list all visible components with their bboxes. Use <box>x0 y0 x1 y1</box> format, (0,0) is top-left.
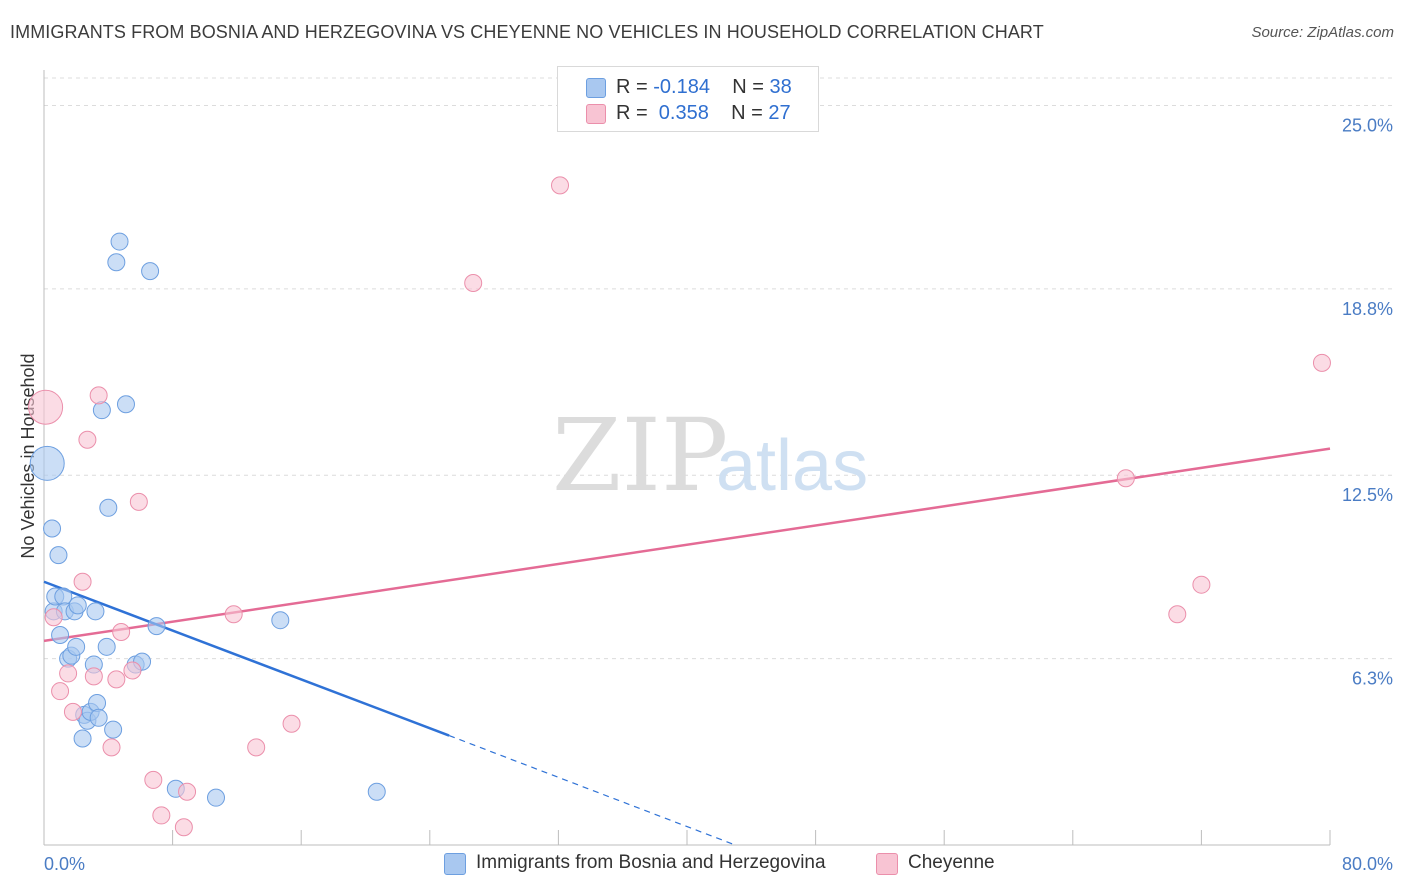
cheyenne-point <box>178 782 197 801</box>
cheyenne-point <box>224 605 243 624</box>
x-tick-label-max: 80.0% <box>1342 854 1393 874</box>
cheyenne-point <box>51 682 70 701</box>
cheyenne-point <box>102 738 121 757</box>
bosnia-point <box>116 395 135 414</box>
legend-row-bosnia: R = -0.184 N = 38 <box>558 75 818 103</box>
bosnia-point <box>43 519 62 538</box>
bosnia-point <box>49 546 68 565</box>
chart-title: IMMIGRANTS FROM BOSNIA AND HERZEGOVINA V… <box>10 22 1044 42</box>
cheyenne-point <box>84 667 103 686</box>
cheyenne-point <box>144 770 163 789</box>
watermark: ZIP atlas <box>552 397 868 514</box>
gridlines <box>44 77 1394 660</box>
bosnia-point <box>92 401 111 420</box>
source-label: Source: ZipAtlas.com <box>1251 24 1394 41</box>
bosnia-point <box>271 611 290 630</box>
cheyenne-point <box>112 623 131 642</box>
bosnia-point <box>147 617 166 636</box>
cheyenne-point <box>73 572 92 591</box>
bosnia-point <box>367 782 386 801</box>
cheyenne-point <box>63 702 82 721</box>
bosnia-trend-extension <box>448 734 736 846</box>
cheyenne-point <box>1168 605 1187 624</box>
legend-swatch-bosnia <box>586 78 606 98</box>
series-bosnia-points <box>29 232 386 807</box>
legend-text-cheyenne: R = 0.358 N = 27 <box>616 102 791 124</box>
legend-row-cheyenne: R = 0.358 N = 27 <box>558 101 818 129</box>
bosnia-point <box>73 729 92 748</box>
cheyenne-point <box>1312 353 1331 372</box>
cheyenne-trend-line <box>43 447 1331 643</box>
cheyenne-point <box>174 818 193 837</box>
bottom-legend-label-bosnia: Immigrants from Bosnia and Herzegovina <box>476 852 826 873</box>
bottom-legend-swatch-bosnia <box>444 853 466 875</box>
series-cheyenne-points <box>28 176 1331 837</box>
bosnia-point <box>68 596 87 615</box>
y-tick-label: 18.8% <box>1342 299 1393 319</box>
watermark-atlas: atlas <box>716 426 868 506</box>
cheyenne-point <box>78 430 97 449</box>
bottom-legend-label-cheyenne: Cheyenne <box>908 852 995 873</box>
trend-lines <box>43 447 1331 846</box>
x-tick-labels: 0.0% 80.0% <box>44 854 1393 874</box>
bosnia-trend-line <box>43 580 450 737</box>
correlation-legend: R = -0.184 N = 38 R = 0.358 N = 27 <box>557 66 819 132</box>
watermark-zip: ZIP <box>552 397 728 514</box>
cheyenne-point <box>1192 575 1211 594</box>
cheyenne-point <box>107 670 126 689</box>
bosnia-point <box>86 602 105 621</box>
cheyenne-point <box>123 661 142 680</box>
bosnia-point <box>29 445 65 481</box>
cheyenne-point <box>152 806 171 825</box>
bosnia-point <box>107 253 126 272</box>
cheyenne-point <box>1116 469 1135 488</box>
bottom-legend-swatch-cheyenne <box>876 853 898 875</box>
cheyenne-point <box>464 273 483 292</box>
y-tick-label: 12.5% <box>1342 485 1393 505</box>
bosnia-point <box>141 262 160 281</box>
bosnia-point <box>67 637 86 656</box>
y-tick-label: 6.3% <box>1352 669 1393 689</box>
cheyenne-point <box>28 389 64 425</box>
bosnia-point <box>104 720 123 739</box>
bosnia-point <box>89 708 108 727</box>
cheyenne-point <box>89 386 108 405</box>
cheyenne-point <box>44 608 63 627</box>
y-tick-labels: 6.3% 12.5% 18.8% 25.0% <box>1342 115 1393 688</box>
bosnia-point <box>51 625 70 644</box>
cheyenne-point <box>129 492 148 511</box>
bosnia-point <box>97 637 116 656</box>
x-tick-label-min: 0.0% <box>44 854 85 874</box>
bosnia-point <box>207 788 226 807</box>
cheyenne-point <box>551 176 570 195</box>
cheyenne-point <box>59 664 78 683</box>
bosnia-point <box>99 498 118 517</box>
legend-swatch-cheyenne <box>586 104 606 124</box>
legend-text-bosnia: R = -0.184 N = 38 <box>616 76 792 98</box>
y-tick-label: 25.0% <box>1342 115 1393 135</box>
cheyenne-point <box>247 738 266 757</box>
cheyenne-point <box>282 714 301 733</box>
bosnia-point <box>110 232 129 251</box>
